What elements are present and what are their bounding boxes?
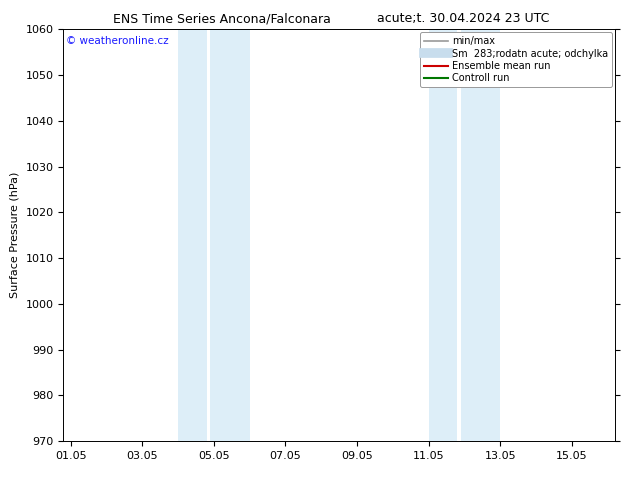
Y-axis label: Surface Pressure (hPa): Surface Pressure (hPa) bbox=[10, 172, 20, 298]
Text: ENS Time Series Ancona/Falconara: ENS Time Series Ancona/Falconara bbox=[113, 12, 331, 25]
Bar bbox=[178, 29, 207, 441]
Legend: min/max, Sm  283;rodatn acute; odchylka, Ensemble mean run, Controll run: min/max, Sm 283;rodatn acute; odchylka, … bbox=[420, 32, 612, 87]
Bar bbox=[429, 29, 457, 441]
Text: © weatheronline.cz: © weatheronline.cz bbox=[66, 36, 169, 46]
Bar bbox=[210, 29, 250, 441]
Text: acute;t. 30.04.2024 23 UTC: acute;t. 30.04.2024 23 UTC bbox=[377, 12, 549, 25]
Bar bbox=[461, 29, 500, 441]
